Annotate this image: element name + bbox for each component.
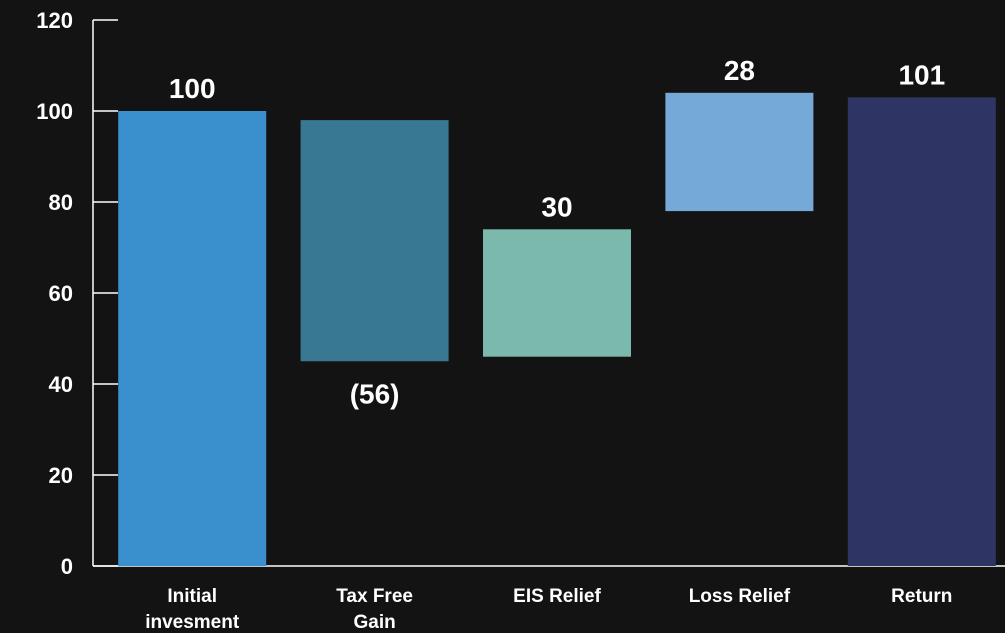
category-label: Tax Free (336, 586, 413, 607)
y-tick-label: 80 (49, 190, 73, 215)
y-tick-label: 100 (36, 99, 73, 124)
y-tick-label: 40 (49, 372, 73, 397)
data-label: 100 (169, 73, 216, 104)
data-label: 30 (541, 191, 572, 222)
category-label: Gain (353, 612, 395, 633)
data-label: 28 (724, 55, 755, 86)
bar-4 (847, 97, 996, 566)
category-label: invesment (145, 612, 240, 633)
data-label: 101 (898, 59, 945, 90)
x-axis-labels: Initial invesment Tax Free Gain EIS Relief Lo… (145, 586, 952, 633)
data-labels: 100 (56) 30 28 101 (169, 55, 945, 409)
y-tick-label: 120 (36, 8, 73, 33)
data-label: (56) (350, 378, 400, 409)
y-tick-label: 60 (49, 281, 73, 306)
bars (118, 92, 996, 566)
bar-3 (665, 92, 814, 212)
category-label: Initial (167, 586, 217, 607)
y-axis-ticks: 0 20 40 60 80 100 120 (36, 8, 118, 579)
category-label: EIS Relief (513, 586, 601, 607)
bar-2 (483, 229, 631, 357)
bar-0 (118, 111, 267, 566)
y-tick-label: 20 (49, 463, 73, 488)
category-label: Return (891, 586, 952, 607)
y-tick-label: 0 (61, 554, 73, 579)
category-label: Loss Relief (689, 586, 791, 607)
bar-1 (300, 120, 449, 362)
